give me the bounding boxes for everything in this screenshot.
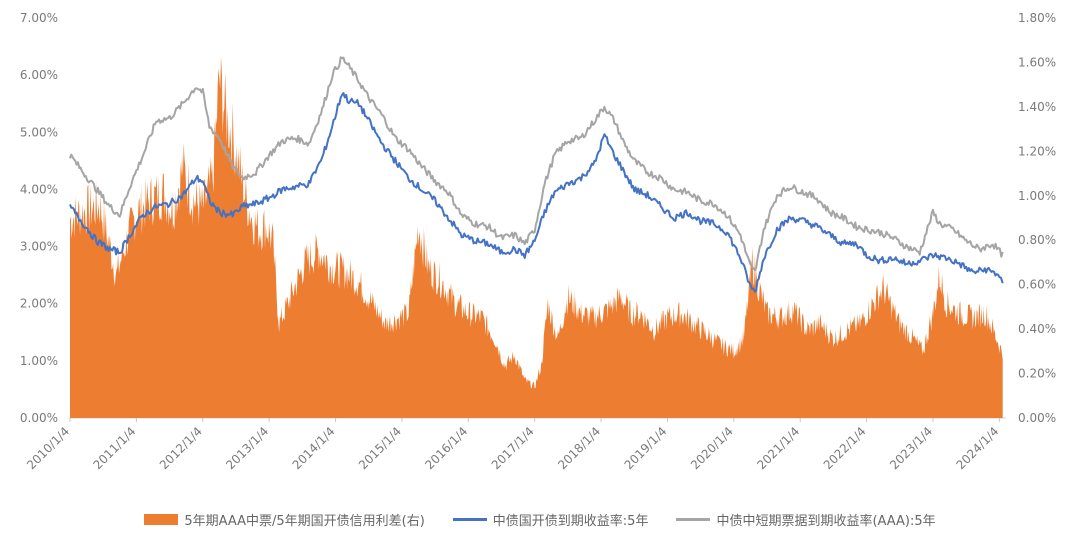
right-tick-label: 1.00% <box>1018 189 1056 203</box>
x-tick-label: 2014/1/4 <box>290 424 338 472</box>
left-tick-label: 3.00% <box>20 240 58 254</box>
x-tick-label: 2010/1/4 <box>24 424 72 472</box>
spread-area <box>70 56 1003 419</box>
legend-label-spread: 5年期AAA中票/5年期国开债信用利差(右) <box>184 513 425 529</box>
legend: 5年期AAA中票/5年期国开债信用利差(右) 中债国开债到期收益率:5年 中债中… <box>0 506 1080 532</box>
x-tick-label: 2018/1/4 <box>555 424 603 472</box>
x-tick-label: 2019/1/4 <box>622 424 670 472</box>
right-tick-label: 1.40% <box>1018 100 1056 114</box>
left-tick-label: 6.00% <box>20 68 58 82</box>
x-tick-label: 2016/1/4 <box>422 424 470 472</box>
right-axis: 0.00% 0.20% 0.40% 0.60% 0.80% 1.00% 1.20% 1.40%… <box>1018 11 1056 425</box>
yield-line-series <box>69 56 1004 293</box>
legend-swatch-spread <box>144 513 179 525</box>
x-tick-label: 2020/1/4 <box>688 424 736 472</box>
x-tick-label: 2011/1/4 <box>90 424 138 472</box>
x-tick-label: 2013/1/4 <box>223 424 271 472</box>
right-tick-label: 1.20% <box>1018 144 1056 158</box>
right-tick-label: 1.80% <box>1018 11 1056 25</box>
x-tick-label: 2023/1/4 <box>887 424 935 472</box>
left-tick-label: 1.00% <box>20 354 58 368</box>
cdb-yield-line <box>69 92 1004 293</box>
right-tick-label: 0.60% <box>1018 278 1056 292</box>
legend-item-spread: 5年期AAA中票/5年期国开债信用利差(右) <box>144 510 425 529</box>
legend-swatch-cdb <box>452 517 487 521</box>
x-tick-label: 2015/1/4 <box>356 424 404 472</box>
right-tick-label: 0.00% <box>1018 411 1056 425</box>
x-axis: 2010/1/4 2011/1/4 2012/1/4 2013/1/4 2014/1/4… <box>24 418 1001 472</box>
x-tick-label: 2017/1/4 <box>489 424 537 472</box>
right-tick-label: 0.40% <box>1018 322 1056 336</box>
left-tick-label: 5.00% <box>20 125 58 139</box>
spread-area-series <box>70 56 1003 419</box>
legend-item-cdb: 中债国开债到期收益率:5年 <box>452 510 649 529</box>
left-axis: 0.00% 1.00% 2.00% 3.00% 4.00% 5.00% 6.00% 7.00% <box>20 11 58 425</box>
left-tick-label: 0.00% <box>20 411 58 425</box>
mtn-yield-line <box>69 56 1004 272</box>
legend-item-mtn: 中债中短期票据到期收益率(AAA):5年 <box>676 510 936 529</box>
left-tick-label: 4.00% <box>20 182 58 196</box>
x-tick-label: 2022/1/4 <box>821 424 869 472</box>
left-tick-label: 2.00% <box>20 297 58 311</box>
legend-label-cdb: 中债国开债到期收益率:5年 <box>492 513 649 529</box>
x-tick-label: 2024/1/4 <box>953 424 1001 472</box>
right-tick-label: 0.80% <box>1018 233 1056 247</box>
left-tick-label: 7.00% <box>20 11 58 25</box>
legend-label-mtn: 中债中短期票据到期收益率(AAA):5年 <box>716 513 936 529</box>
x-tick-label: 2012/1/4 <box>157 424 205 472</box>
x-tick-label: 2021/1/4 <box>754 424 802 472</box>
right-tick-label: 1.60% <box>1018 55 1056 69</box>
legend-swatch-mtn <box>676 517 711 521</box>
right-tick-label: 0.20% <box>1018 367 1056 381</box>
